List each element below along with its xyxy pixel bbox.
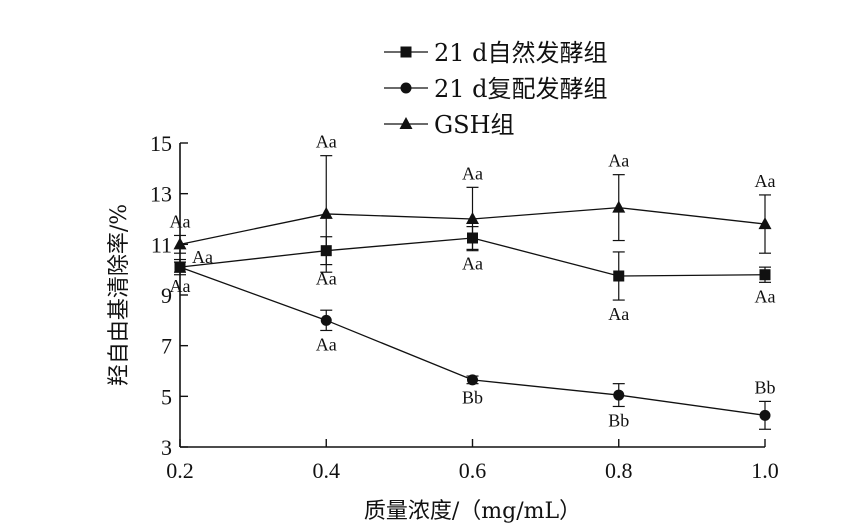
significance-label: Bb — [608, 410, 629, 430]
y-tick-label: 13 — [150, 182, 172, 207]
data-point — [173, 237, 187, 250]
data-point — [759, 269, 771, 281]
x-tick-label: 0.6 — [459, 458, 487, 483]
legend-label: 21 d自然发酵组 — [434, 39, 608, 67]
x-tick-label: 0.4 — [313, 458, 341, 483]
axes: 3 5 7 9 11 13 15 0.2 0.4 0.6 0.8 1.0 — [150, 131, 779, 483]
data-point — [613, 389, 625, 401]
significance-label: Aa — [755, 171, 776, 191]
data-point — [320, 314, 332, 326]
data-point — [319, 206, 333, 219]
data-point — [466, 212, 479, 224]
significance-label: Aa — [316, 132, 337, 152]
legend-label: GSH组 — [434, 111, 515, 139]
significance-label: Aa — [462, 253, 483, 273]
y-tick-label: 11 — [151, 232, 172, 257]
legend-marker — [400, 46, 412, 58]
significance-label: Aa — [170, 276, 191, 296]
series-circle — [174, 261, 771, 430]
data-point — [612, 200, 626, 213]
legend-label: 21 d复配发酵组 — [434, 75, 608, 103]
x-tick-label: 1.0 — [751, 458, 779, 483]
significance-label: Aa — [755, 286, 776, 306]
significance-label: Aa — [462, 163, 483, 183]
data-point — [759, 409, 771, 421]
significance-label: Aa — [316, 334, 337, 354]
data-point — [467, 374, 478, 386]
significance-label: Bb — [462, 388, 483, 408]
y-tick-label: 7 — [161, 334, 172, 359]
series-triangle — [173, 155, 772, 273]
y-tick-label: 15 — [150, 131, 172, 156]
y-axis-title: 羟自由基清除率/% — [107, 204, 132, 386]
significance-label: Aa — [316, 269, 337, 289]
legend-item: 21 d自然发酵组 — [384, 39, 608, 67]
legend-marker — [399, 117, 413, 129]
y-tick-label: 5 — [161, 384, 172, 409]
significance-label: Bb — [754, 377, 775, 397]
significance-label: Aa — [608, 151, 629, 171]
legend-item: GSH组 — [384, 111, 515, 139]
legend: 21 d自然发酵组 21 d复配发酵组 GSH组 — [384, 39, 608, 139]
data-point — [613, 270, 625, 282]
significance-label: Aa — [170, 211, 191, 231]
data-point — [758, 217, 772, 230]
legend-item: 21 d复配发酵组 — [384, 75, 608, 103]
legend-marker — [400, 82, 412, 94]
significance-label: Aa — [608, 304, 629, 324]
significance-label: Aa — [192, 247, 213, 267]
x-tick-label: 0.2 — [166, 458, 194, 483]
x-tick-label: 0.8 — [605, 458, 633, 483]
data-point — [174, 261, 186, 273]
series-layer — [173, 155, 772, 430]
y-tick-label: 9 — [161, 283, 172, 308]
y-tick-label: 3 — [161, 435, 172, 460]
x-axis-title: 质量浓度/（mg/mL） — [364, 499, 581, 524]
